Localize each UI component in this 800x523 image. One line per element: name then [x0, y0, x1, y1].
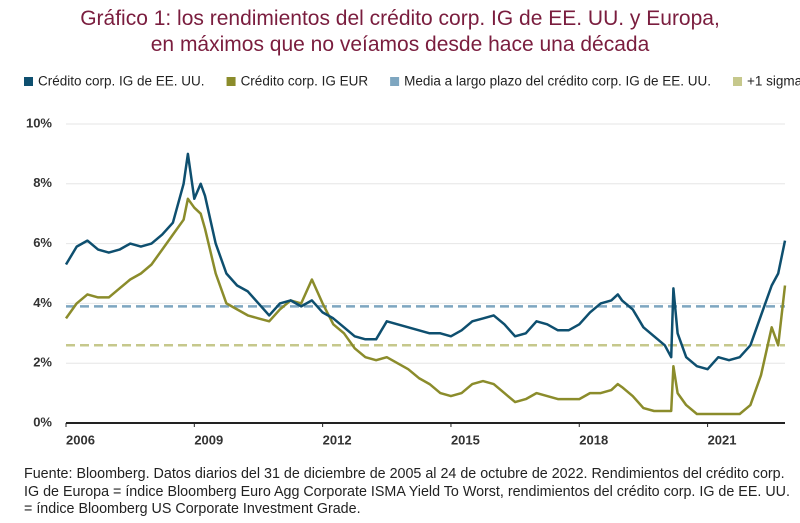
legend-swatch: [24, 77, 33, 86]
x-tick-label: 2015: [451, 432, 480, 447]
legend-label: Crédito corp. IG de EE. UU.: [38, 74, 205, 89]
legend-swatch: [226, 77, 236, 86]
legend-label: +1 sigma: [747, 74, 800, 89]
legend-swatch: [733, 77, 743, 86]
y-tick-label: 8%: [33, 175, 52, 190]
y-tick-label: 4%: [33, 295, 52, 310]
title-line: Gráfico 1: los rendimientos del crédito …: [80, 7, 720, 30]
legend-swatch: [390, 77, 400, 86]
source-note: Fuente: Bloomberg. Datos diarios del 31 …: [24, 466, 790, 517]
x-tick-label: 2018: [579, 432, 608, 447]
title: Gráfico 1: los rendimientos del crédito …: [0, 6, 800, 58]
y-tick-label: 6%: [33, 235, 52, 250]
legend-label: Crédito corp. IG EUR: [241, 74, 369, 89]
chart: 0% 2% 4% 6% 8% 10% 2006 2009 2012 2015 2018 2021 Cré…: [24, 74, 800, 447]
legend-label: Media a largo plazo del crédito corp. IG…: [404, 74, 711, 89]
series-line: [64, 152, 787, 371]
y-tick-label: 10%: [26, 115, 52, 130]
y-tick-label: 0%: [33, 414, 52, 429]
series-line: [64, 197, 787, 416]
x-tick-label: 2012: [323, 432, 352, 447]
y-tick-label: 2%: [33, 355, 52, 370]
x-tick-label: 2021: [708, 432, 737, 447]
x-tick-label: 2006: [66, 432, 95, 447]
title-line: en máximos que no veíamos desde hace una…: [150, 33, 650, 56]
x-tick-label: 2009: [194, 432, 223, 447]
